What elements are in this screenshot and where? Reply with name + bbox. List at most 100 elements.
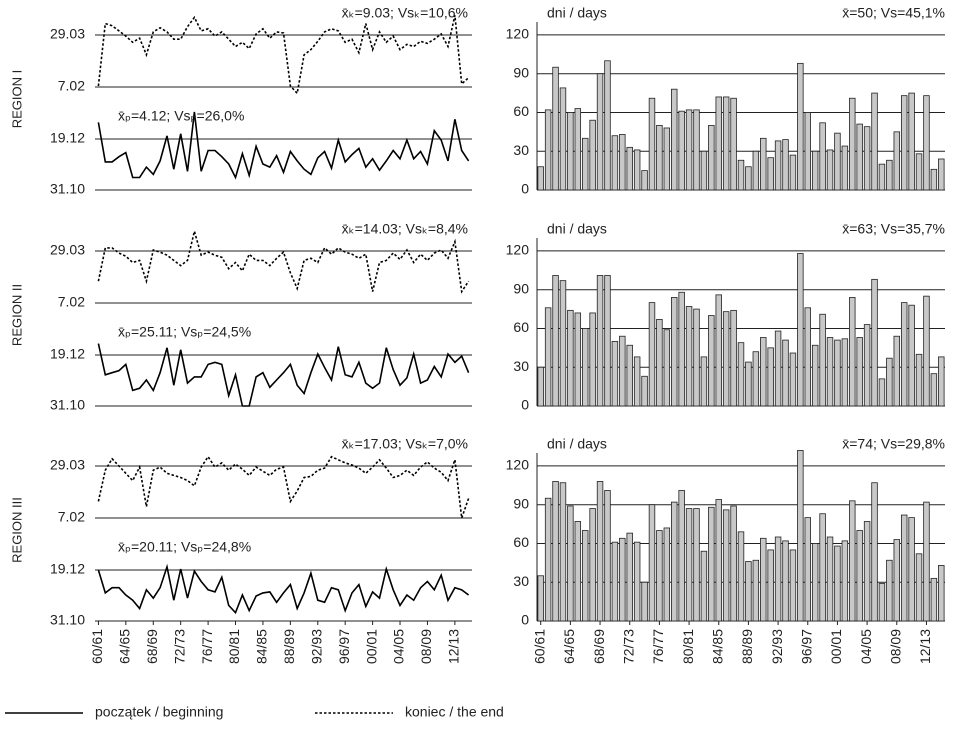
x-tick-label: 72/73 [620,629,636,664]
x-tick-label: 60/61 [531,629,547,664]
annotation: x̄ₚ=20.11; Vsₚ=24,8% [118,539,251,555]
bar [730,97,737,191]
y-tick-label: 60 [513,534,529,550]
panel-title: dni / days [547,5,607,21]
bar [849,97,856,191]
bar [559,482,567,622]
bar [804,517,811,622]
y-tick-label: 29.03 [50,26,85,42]
bar [930,577,938,622]
bar [752,351,760,407]
bar [648,302,656,407]
bar [878,583,886,622]
bar [619,134,626,191]
bar [715,499,722,622]
y-axis-label: REGION I [9,70,24,129]
annotation: x̄ₖ=9.03; Vsₖ=10,6% [342,5,468,21]
y-tick-label: 30 [513,358,529,374]
annotation: x̄=50; Vs=45,1% [842,5,945,21]
bar [581,328,589,407]
bar [559,280,567,407]
panel-title: dni / days [547,436,607,452]
x-tick-label: 92/93 [769,629,785,664]
x-tick-label: 84/85 [709,629,725,664]
x-tick-label: 68/69 [144,629,160,664]
bar [774,536,782,622]
y-tick-label: 120 [506,242,530,258]
bar [693,308,700,407]
bar [871,278,878,407]
y-tick-label: 19.12 [50,561,85,577]
bar [589,508,596,622]
bar [619,537,626,622]
bar [708,124,715,191]
bar [552,481,559,622]
bar [767,347,774,407]
bar [574,312,582,407]
bar [544,109,552,191]
x-tick-label: 64/65 [561,629,577,664]
bar [537,166,544,191]
bar [923,501,930,622]
bar [574,108,582,191]
bar [641,581,648,622]
y-tick-label: 30 [513,142,529,158]
bar [611,541,619,622]
bar [745,361,752,407]
y-tick-label: 0 [521,612,529,628]
bar [537,575,544,622]
x-tick-label: 64/65 [117,629,133,664]
bar [611,135,619,191]
bar [886,357,893,407]
bar [886,159,893,191]
bar [767,549,774,622]
bar [693,508,700,622]
bar [589,119,596,191]
bar [663,127,671,191]
bar [908,517,915,622]
y-tick-label: 29.03 [50,457,85,473]
x-tick-label: 92/93 [308,629,324,664]
bar [826,149,834,191]
bar [908,304,915,407]
bar [863,521,871,622]
bar [685,306,693,407]
bar [908,92,915,191]
line-series [97,343,470,407]
bar [648,504,656,622]
y-tick-label: 29.03 [50,242,85,258]
bar [871,482,878,622]
bar [678,291,685,407]
y-tick-label: 120 [506,457,530,473]
x-tick-label: 72/73 [171,629,187,664]
bar [722,509,730,622]
y-tick-label: 19.12 [50,130,85,146]
bar [841,145,849,191]
bar [633,356,641,407]
bar [834,132,841,191]
bar [789,352,797,407]
y-tick-label: 7.02 [58,78,85,94]
bar [567,309,574,407]
y-tick-label: 120 [506,26,530,42]
bar [849,500,856,622]
legend-label: początek / beginning [95,704,223,720]
bar [559,87,567,191]
bar [641,170,648,191]
bar [671,88,678,191]
y-tick-label: 90 [513,495,529,511]
bar [730,309,737,407]
bar [878,378,886,407]
bar [708,315,715,407]
bar [849,297,856,407]
bar [567,112,574,191]
y-tick-label: 60 [513,103,529,119]
bar [900,514,908,622]
bar [915,353,923,407]
bar [938,356,945,407]
bar [760,337,767,407]
bar [626,532,633,622]
bar [671,297,678,407]
bar [797,253,804,407]
y-tick-label: 0 [521,181,529,197]
